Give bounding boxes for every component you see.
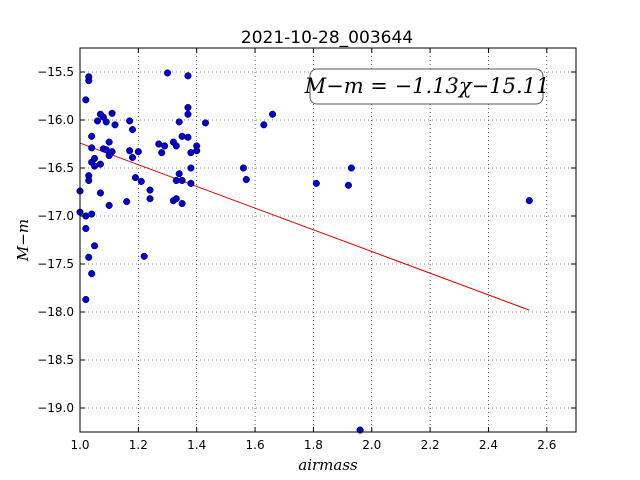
data-points — [76, 69, 533, 434]
data-point — [187, 179, 195, 187]
x-tick-label: 2.4 — [479, 438, 498, 452]
data-point — [96, 189, 104, 197]
data-point — [96, 160, 104, 168]
x-tick-label: 2.6 — [537, 438, 556, 452]
data-point — [163, 69, 172, 77]
data-point — [344, 181, 352, 189]
fit-line — [79, 142, 530, 311]
data-point — [85, 73, 93, 81]
data-point — [91, 242, 99, 250]
data-point — [175, 118, 183, 126]
x-tick-label: 1.6 — [246, 438, 265, 452]
data-point — [88, 210, 96, 218]
data-point — [161, 142, 169, 150]
plot-frame — [79, 47, 577, 433]
x-tick-label: 1.2 — [129, 438, 148, 452]
data-point — [158, 149, 166, 157]
data-point — [93, 117, 102, 125]
x-tick-label: 1.0 — [70, 438, 89, 452]
data-point — [146, 186, 154, 194]
equation-box: M−m = −1.13χ−15.11 — [304, 68, 550, 105]
data-point — [184, 72, 192, 80]
data-point — [85, 253, 93, 261]
data-point — [184, 103, 192, 112]
y-tick-label: −18.0 — [37, 305, 74, 319]
data-point — [108, 109, 116, 117]
data-point — [178, 132, 186, 140]
chart-title: 2021-10-28_003644 — [241, 28, 413, 48]
data-point — [172, 195, 180, 203]
data-point — [184, 133, 192, 141]
x-axis-label: airmass — [298, 456, 358, 474]
data-point — [123, 198, 131, 206]
data-point — [91, 154, 99, 162]
data-point — [131, 174, 139, 182]
data-point — [102, 118, 110, 126]
data-point — [525, 197, 533, 205]
data-point — [126, 147, 134, 155]
y-tick-label: −19.0 — [37, 401, 74, 415]
grid — [79, 48, 576, 432]
data-point — [111, 121, 119, 129]
data-point — [137, 177, 145, 185]
data-point — [88, 132, 96, 140]
fit-line-group — [79, 142, 530, 311]
data-point — [239, 164, 247, 172]
data-point — [105, 201, 113, 209]
data-point — [134, 148, 142, 156]
data-point — [187, 164, 195, 172]
data-point — [88, 270, 96, 278]
y-tick-label: −17.0 — [37, 209, 74, 223]
data-point — [312, 179, 320, 187]
data-point — [88, 144, 96, 152]
data-point — [175, 170, 183, 178]
data-point — [347, 164, 355, 172]
data-point — [85, 176, 93, 185]
data-point — [184, 110, 192, 118]
data-point — [140, 252, 148, 260]
data-point — [260, 121, 268, 129]
data-point — [146, 195, 154, 203]
x-tick-label: 2.0 — [362, 438, 381, 452]
data-point — [82, 224, 90, 233]
equation-text: M−m = −1.13χ−15.11 — [304, 74, 550, 98]
data-point — [201, 119, 210, 127]
x-axis-ticks: 1.0 1.2 1.4 1.6 1.8 2.0 2.2 2.4 2.6 — [70, 48, 556, 452]
x-tick-label: 1.8 — [304, 438, 323, 452]
data-point — [269, 110, 277, 118]
data-point — [242, 175, 250, 184]
data-point — [126, 117, 134, 125]
data-point — [178, 199, 186, 208]
data-point — [82, 96, 90, 104]
y-axis-ticks: −15.5 −16.0 −16.5 −17.0 −17.5 −18.0 −18.5 −19.0 — [37, 65, 576, 415]
y-tick-label: −16.0 — [37, 113, 74, 127]
y-tick-label: −17.5 — [37, 257, 74, 271]
data-point — [128, 126, 137, 134]
data-point — [193, 142, 201, 150]
data-point — [172, 142, 180, 150]
data-point — [108, 148, 116, 156]
data-point — [128, 153, 137, 161]
y-tick-label: −18.5 — [37, 353, 74, 367]
x-tick-label: 2.2 — [421, 438, 440, 452]
data-point — [105, 138, 113, 146]
x-tick-label: 1.4 — [187, 438, 206, 452]
y-axis-label: M−m — [14, 219, 32, 262]
y-tick-label: −15.5 — [37, 65, 74, 79]
y-tick-label: −16.5 — [37, 161, 74, 175]
data-point — [178, 176, 186, 185]
data-point — [82, 295, 90, 304]
